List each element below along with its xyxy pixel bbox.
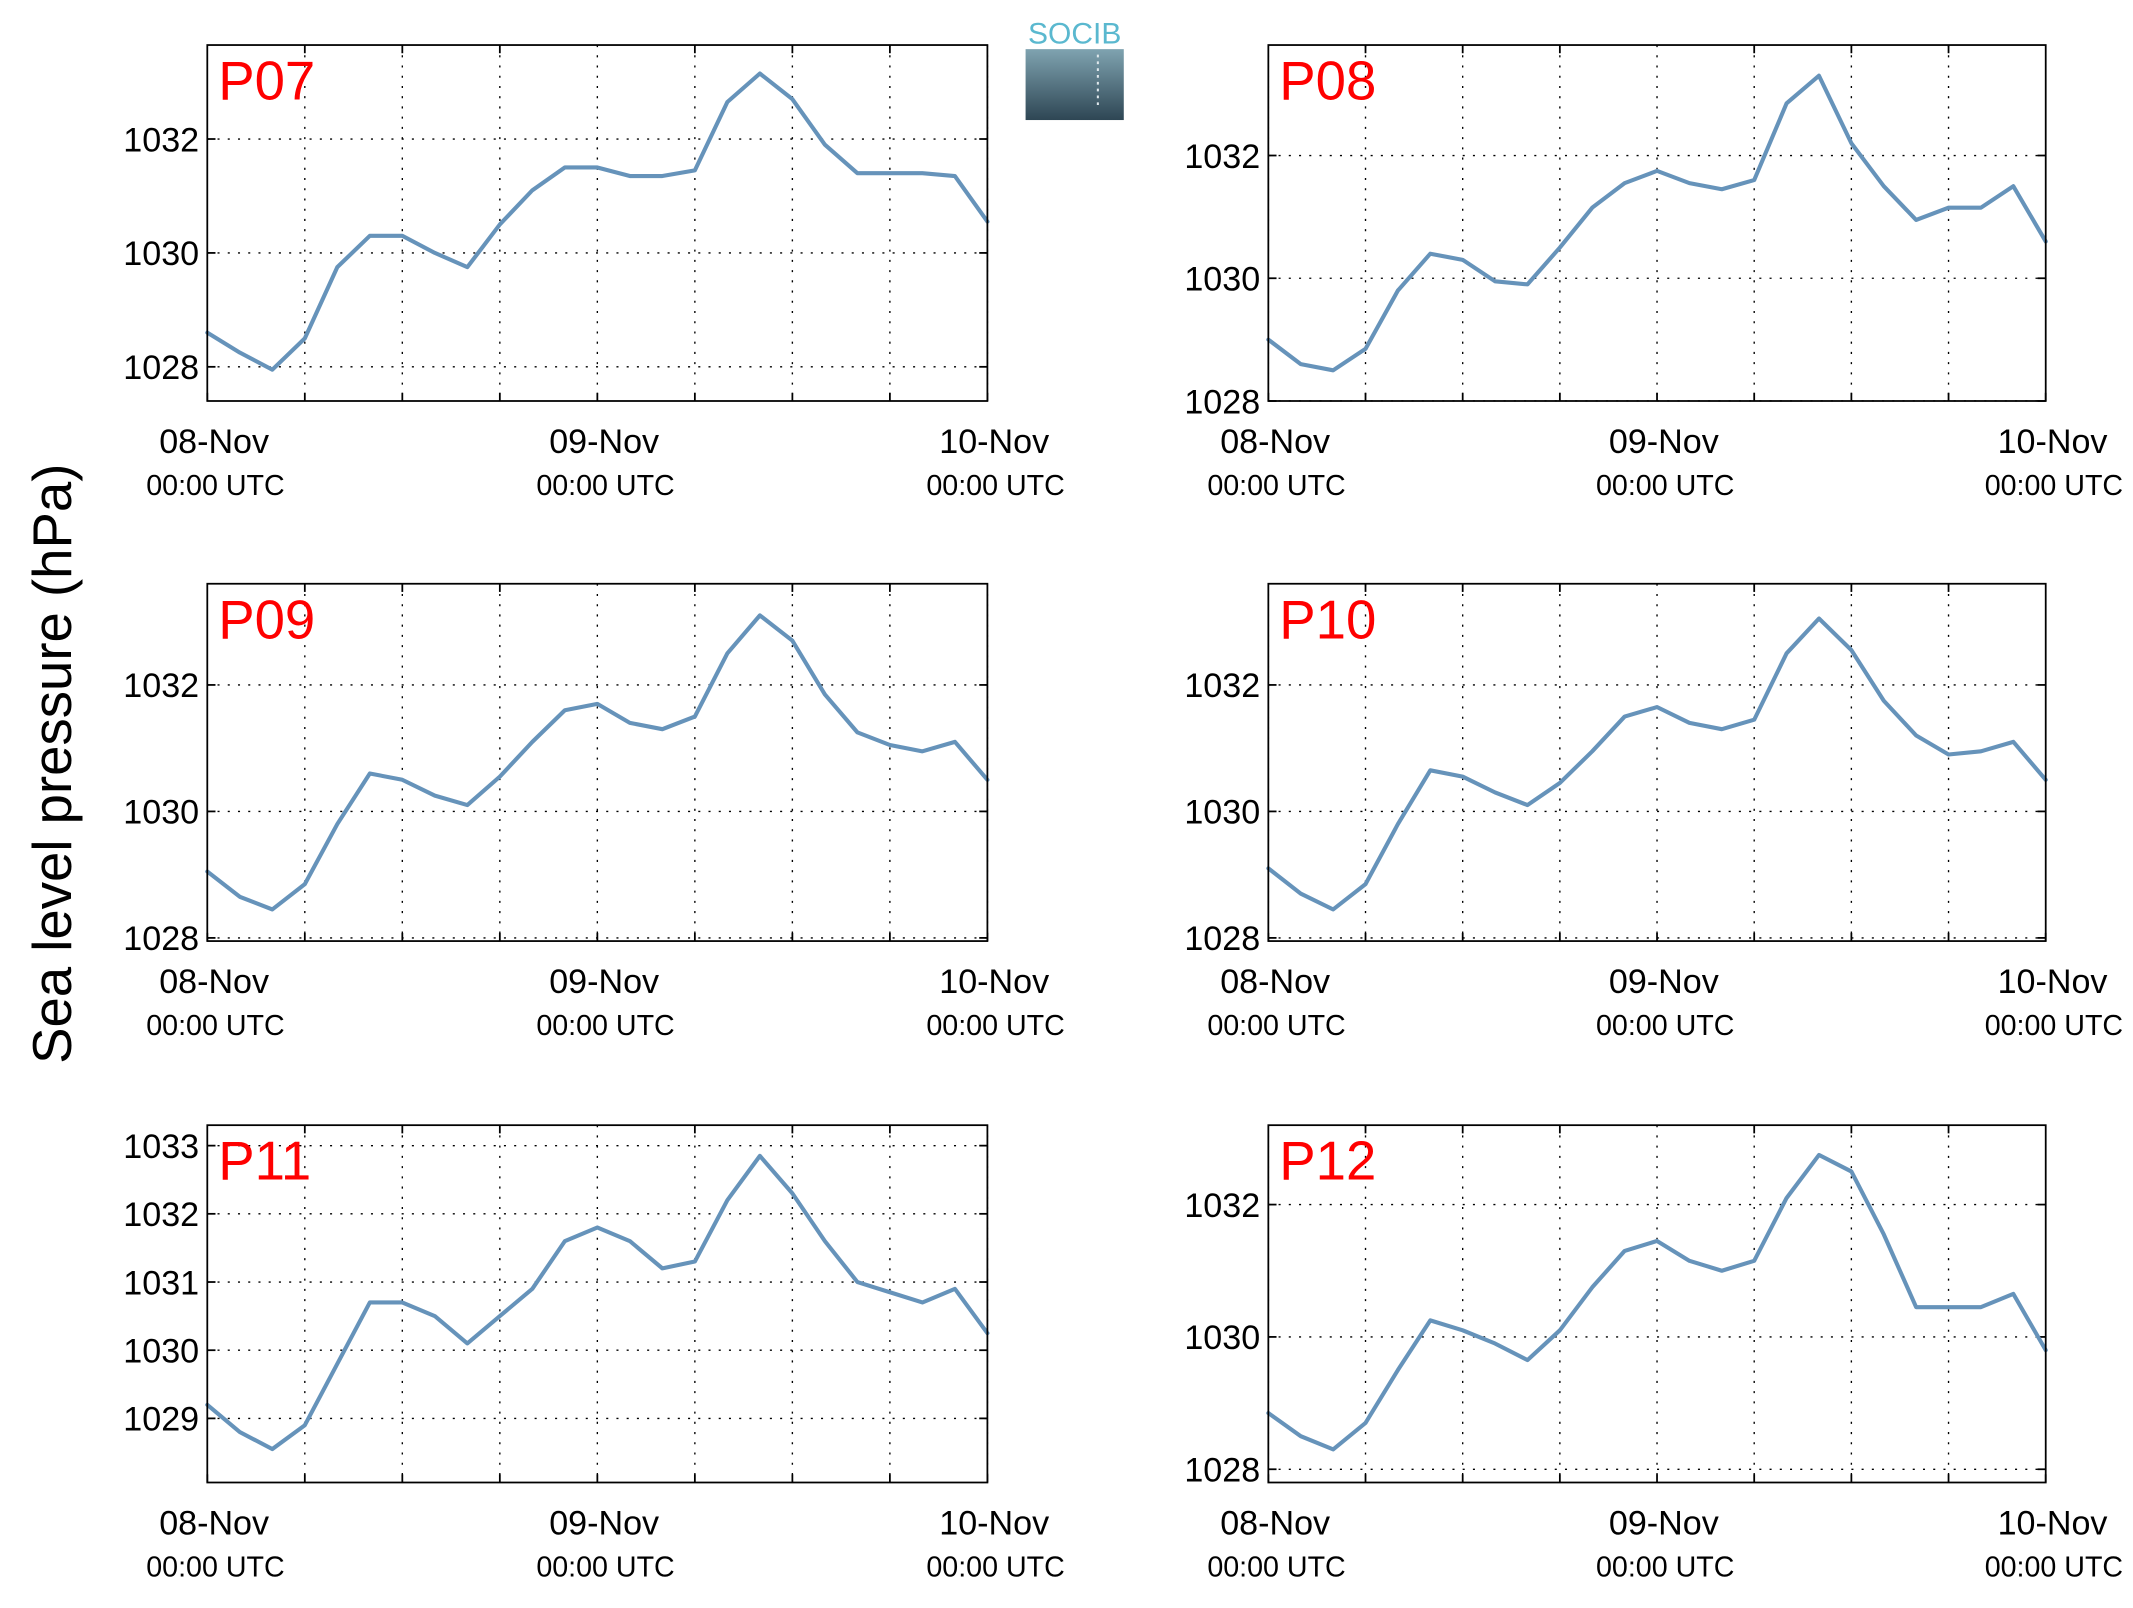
panel: 1028 1030 1032 08-Nov 00:00 UTC 09-Nov 00:00 U… bbox=[1184, 582, 2123, 1042]
plot-frame bbox=[206, 44, 989, 402]
plot-area bbox=[207, 45, 988, 401]
y-tick-label: 1031 bbox=[123, 1264, 199, 1302]
plot-area bbox=[1268, 45, 2046, 401]
x-tick-label: 09-Nov bbox=[1609, 423, 1719, 461]
x-tick-label: 09-Nov bbox=[549, 423, 659, 461]
logo-text: SOCIB bbox=[1028, 18, 1121, 51]
x-tick-label: 10-Nov bbox=[1998, 423, 2108, 461]
panel-title: P07 bbox=[218, 51, 315, 112]
panel-title: P08 bbox=[1279, 51, 1376, 112]
x-tick-sublabel: 00:00 UTC bbox=[1207, 1552, 1345, 1584]
plot-frame bbox=[206, 1124, 989, 1484]
plot-frame bbox=[1267, 44, 2047, 402]
panel-title: P11 bbox=[218, 1131, 311, 1192]
logo-block bbox=[1025, 49, 1124, 121]
x-tick-sublabel: 00:00 UTC bbox=[536, 1010, 674, 1042]
x-tick-sublabel: 00:00 UTC bbox=[926, 470, 1064, 502]
x-tick-sublabel: 00:00 UTC bbox=[146, 1552, 284, 1584]
y-tick-label: 1028 bbox=[123, 349, 199, 387]
x-tick-sublabel: 00:00 UTC bbox=[1596, 1552, 1734, 1584]
x-tick-label: 08-Nov bbox=[1220, 963, 1330, 1001]
x-tick-label: 10-Nov bbox=[1998, 963, 2108, 1001]
x-tick-label: 08-Nov bbox=[159, 1504, 269, 1542]
x-tick-sublabel: 00:00 UTC bbox=[1985, 470, 2123, 502]
panel: 1028 1030 1032 08-Nov 00:00 UTC 09-Nov 00:00 U… bbox=[1184, 44, 2123, 502]
plot-area bbox=[207, 1125, 988, 1483]
line-series bbox=[205, 1153, 990, 1452]
x-tick-label: 09-Nov bbox=[549, 963, 659, 1001]
line-series bbox=[205, 71, 990, 372]
x-tick-sublabel: 00:00 UTC bbox=[926, 1552, 1064, 1584]
x-tick-sublabel: 00:00 UTC bbox=[536, 470, 674, 502]
panel-title: P10 bbox=[1279, 589, 1376, 650]
x-tick-sublabel: 00:00 UTC bbox=[1207, 470, 1345, 502]
x-tick-label: 08-Nov bbox=[159, 423, 269, 461]
x-tick-sublabel: 00:00 UTC bbox=[1596, 1010, 1734, 1042]
x-tick-label: 09-Nov bbox=[1609, 963, 1719, 1001]
y-tick-label: 1032 bbox=[123, 667, 199, 705]
y-tick-label: 1030 bbox=[123, 794, 199, 832]
x-tick-label: 10-Nov bbox=[939, 423, 1049, 461]
y-tick-label: 1032 bbox=[123, 121, 199, 159]
panel: 1029 1030 1031 1032 1033 08-Nov 00:00 UTC 09-No… bbox=[123, 1124, 1065, 1584]
x-tick-label: 09-Nov bbox=[1609, 1504, 1719, 1542]
panel: 1028 1030 1032 08-Nov 00:00 UTC 09-Nov 00:00 U… bbox=[123, 582, 1065, 1042]
plot-area bbox=[1268, 1125, 2046, 1483]
x-tick-sublabel: 00:00 UTC bbox=[1596, 470, 1734, 502]
x-tick-sublabel: 00:00 UTC bbox=[926, 1010, 1064, 1042]
x-tick-sublabel: 00:00 UTC bbox=[146, 1010, 284, 1042]
y-tick-label: 1030 bbox=[1184, 261, 1260, 299]
y-axis-label: Sea level pressure (hPa) bbox=[22, 464, 83, 1064]
panel: 1028 1030 1032 08-Nov 00:00 UTC 09-Nov 00:00 U… bbox=[123, 44, 1065, 502]
y-tick-label: 1029 bbox=[123, 1401, 199, 1439]
panel: 1028 1030 1032 08-Nov 00:00 UTC 09-Nov 00:00 U… bbox=[1184, 1124, 2123, 1584]
y-tick-label: 1032 bbox=[1184, 667, 1260, 705]
x-tick-label: 10-Nov bbox=[939, 963, 1049, 1001]
y-tick-label: 1032 bbox=[123, 1196, 199, 1234]
plot-frame bbox=[1267, 1124, 2047, 1484]
logo: SOCIB bbox=[1025, 18, 1124, 121]
line-series bbox=[1266, 1152, 2048, 1452]
y-tick-label: 1028 bbox=[123, 920, 199, 958]
x-tick-sublabel: 00:00 UTC bbox=[146, 470, 284, 502]
line-series bbox=[1266, 616, 2048, 912]
y-tick-label: 1033 bbox=[123, 1128, 199, 1166]
plot-frame bbox=[206, 582, 989, 942]
y-tick-label: 1028 bbox=[1184, 383, 1260, 421]
y-tick-label: 1032 bbox=[1184, 1187, 1260, 1225]
x-tick-label: 08-Nov bbox=[1220, 423, 1330, 461]
y-tick-label: 1030 bbox=[1184, 1319, 1260, 1357]
x-tick-label: 10-Nov bbox=[939, 1504, 1049, 1542]
y-tick-label: 1028 bbox=[1184, 1452, 1260, 1490]
plot-frame bbox=[1267, 582, 2047, 942]
x-tick-sublabel: 00:00 UTC bbox=[1985, 1552, 2123, 1584]
y-tick-label: 1030 bbox=[123, 235, 199, 273]
x-tick-label: 08-Nov bbox=[159, 963, 269, 1001]
y-tick-label: 1030 bbox=[123, 1332, 199, 1370]
line-series bbox=[1266, 73, 2048, 373]
line-series bbox=[205, 613, 990, 912]
plot-area bbox=[1268, 583, 2046, 942]
y-tick-label: 1032 bbox=[1184, 138, 1260, 176]
y-tick-label: 1028 bbox=[1184, 920, 1260, 958]
y-tick-label: 1030 bbox=[1184, 794, 1260, 832]
x-tick-sublabel: 00:00 UTC bbox=[1985, 1010, 2123, 1042]
panel-title: P12 bbox=[1279, 1131, 1376, 1192]
plot-area bbox=[207, 583, 988, 942]
x-tick-label: 09-Nov bbox=[549, 1504, 659, 1542]
x-tick-sublabel: 00:00 UTC bbox=[536, 1552, 674, 1584]
x-tick-label: 10-Nov bbox=[1998, 1504, 2108, 1542]
panel-title: P09 bbox=[218, 589, 315, 650]
x-tick-label: 08-Nov bbox=[1220, 1504, 1330, 1542]
x-tick-sublabel: 00:00 UTC bbox=[1207, 1010, 1345, 1042]
